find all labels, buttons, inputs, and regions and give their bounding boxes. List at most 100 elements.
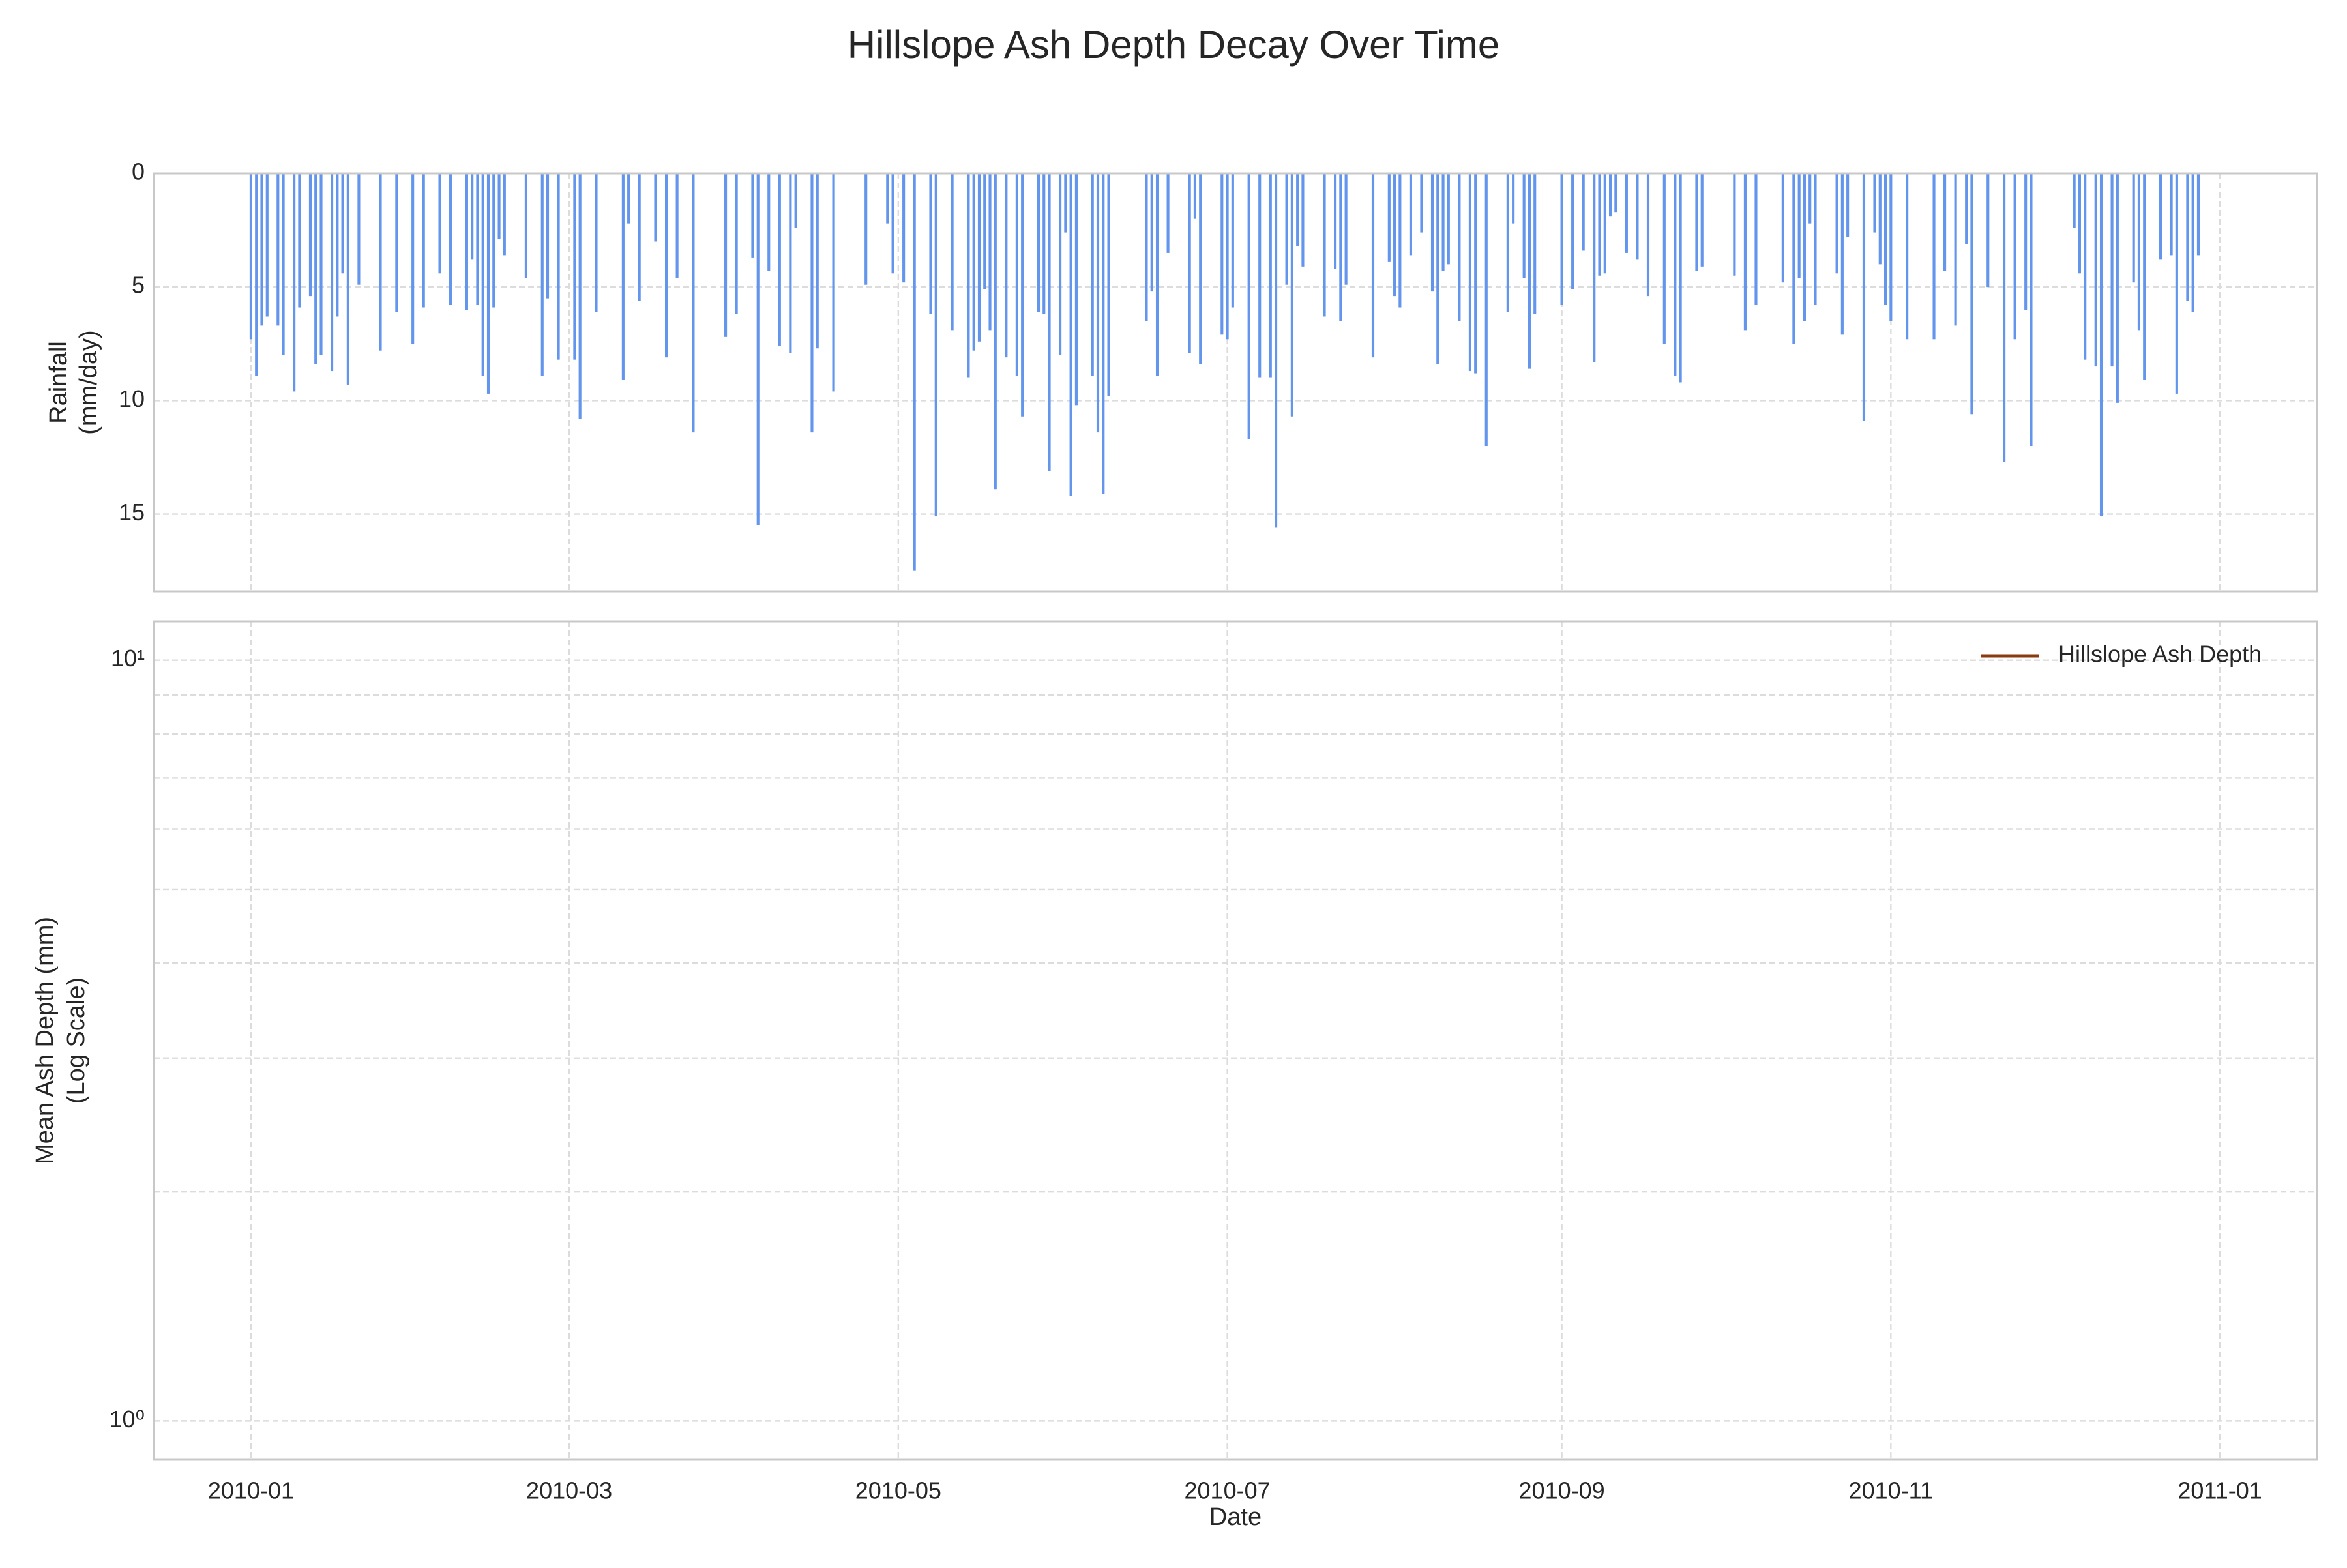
rain-bar <box>1674 173 1677 376</box>
rain-bar <box>1021 173 1024 417</box>
rain-bar <box>336 173 339 317</box>
rain-bar <box>767 173 771 271</box>
y-axis-label: (Log Scale) <box>63 977 90 1104</box>
rain-bar <box>379 173 382 351</box>
rain-bar <box>1970 173 1973 415</box>
x-tick-label: 2010-07 <box>1185 1477 1271 1504</box>
x-tick-label: 2010-05 <box>855 1477 941 1504</box>
rain-bar <box>1528 173 1531 369</box>
rain-bar <box>595 173 598 312</box>
rain-bar <box>756 173 760 525</box>
rain-bar <box>778 173 781 346</box>
rain-bar <box>724 173 728 337</box>
rain-bar <box>546 173 550 299</box>
rain-bar <box>972 173 975 351</box>
rain-bar <box>1862 173 1866 421</box>
rain-bar <box>1274 173 1278 528</box>
axes-frame <box>153 172 2318 593</box>
rain-bar <box>1150 173 1153 292</box>
rain-bar <box>967 173 970 378</box>
rain-bar <box>2132 173 2135 283</box>
rain-bar <box>314 173 317 364</box>
rain-bar <box>573 173 576 360</box>
rain-bar <box>1808 173 1812 224</box>
y-tick-label: 10 <box>119 385 145 412</box>
rain-bar <box>1269 173 1272 378</box>
rain-bar <box>265 173 269 317</box>
rain-bar <box>1193 173 1197 219</box>
rain-bar <box>2078 173 2081 274</box>
rain-bar <box>346 173 349 385</box>
rain-bar <box>1646 173 1650 297</box>
rain-bar <box>1409 173 1412 256</box>
rain-bar <box>1522 173 1526 278</box>
rain-bar <box>2186 173 2189 301</box>
rain-bar <box>298 173 301 308</box>
rain-bar <box>1420 173 1423 233</box>
axes-frame <box>153 620 2318 1461</box>
y-tick-label: 10¹ <box>111 645 145 672</box>
rain-bar <box>481 173 484 376</box>
rain-bar <box>524 173 527 278</box>
y-axis-label: (mm/day) <box>75 330 102 434</box>
rain-bar <box>330 173 334 372</box>
rain-bar <box>789 173 792 353</box>
rain-bar <box>988 173 992 331</box>
rain-bar <box>2137 173 2141 331</box>
rain-bar <box>977 173 981 342</box>
rain-bar <box>1226 173 1229 340</box>
rain-bar <box>438 173 441 274</box>
figure-title: Hillslope Ash Depth Decay Over Time <box>848 23 1499 67</box>
rain-bar <box>578 173 582 419</box>
rain-bar <box>1603 173 1606 274</box>
rain-bar <box>1301 173 1305 267</box>
x-tick-label: 2011-01 <box>2177 1477 2262 1504</box>
rain-bar <box>1474 173 1477 374</box>
rain-bar <box>1005 173 1008 358</box>
rain-bar <box>1883 173 1887 306</box>
legend-label: Hillslope Ash Depth <box>2058 641 2262 668</box>
rain-bar <box>2073 173 2076 228</box>
rain-bar <box>255 173 258 376</box>
rain-bar <box>1285 173 1288 285</box>
rain-bar <box>1743 173 1747 331</box>
rain-bar <box>465 173 468 310</box>
rain-bar <box>1042 173 1046 314</box>
rain-bar <box>1986 173 1990 288</box>
rain-bar <box>1582 173 1585 251</box>
rain-bar <box>983 173 986 289</box>
y-axis-label: Mean Ash Depth (mm) <box>31 917 59 1164</box>
rain-bar <box>1662 173 1666 344</box>
rain-bar <box>751 173 754 258</box>
rain-bar <box>503 173 506 256</box>
rain-bar <box>2094 173 2097 367</box>
rain-bar <box>1754 173 1758 306</box>
rain-bar <box>1398 173 1402 308</box>
rain-bar <box>1447 173 1450 265</box>
rain-bar <box>1506 173 1509 312</box>
rain-bar <box>2003 173 2006 462</box>
rain-bar <box>1059 173 1062 355</box>
rain-bar <box>929 173 932 314</box>
rain-bar <box>1155 173 1159 376</box>
rain-bar <box>627 173 630 224</box>
rain-bar <box>675 173 679 278</box>
rain-bar <box>886 173 889 224</box>
x-tick-label: 2010-03 <box>526 1477 612 1504</box>
rain-bar <box>1393 173 1396 297</box>
y-tick-label: 10⁰ <box>110 1406 145 1432</box>
rain-bar <box>1107 173 1110 396</box>
rain-bar <box>1166 173 1170 253</box>
rain-bar <box>2024 173 2028 310</box>
rain-bar <box>1387 173 1391 262</box>
rain-bar <box>1636 173 1639 260</box>
y-tick-label: 15 <box>119 499 145 525</box>
rain-bar <box>1533 173 1537 314</box>
rain-bar <box>1468 173 1472 372</box>
rain-bar <box>1598 173 1601 276</box>
rain-bar <box>1792 173 1795 344</box>
rain-bar <box>2116 173 2119 403</box>
rain-bar <box>540 173 544 376</box>
rain-bar <box>1102 173 1105 494</box>
